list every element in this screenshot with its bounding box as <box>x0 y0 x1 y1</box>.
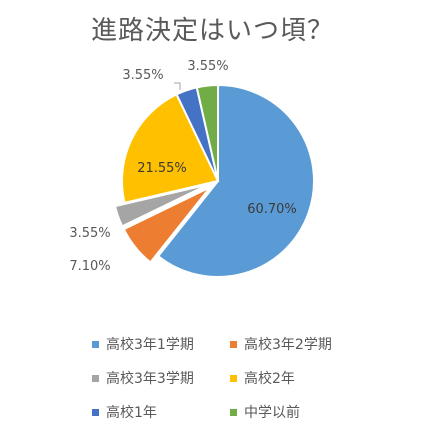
pie-slice-4 <box>121 93 220 205</box>
legend-swatch <box>230 374 237 382</box>
legend-swatch <box>92 408 99 416</box>
legend-label: 中学以前 <box>244 405 300 421</box>
data-label-6: 3.55% <box>187 59 228 74</box>
legend-item-3: 高校3年3学期 <box>92 368 194 388</box>
legend-label: 高校3年3学期 <box>106 371 194 387</box>
legend-item-4: 高校2年 <box>230 368 295 388</box>
pie-slice-2 <box>122 186 211 264</box>
leader-line <box>174 82 181 90</box>
pie-slice-3 <box>113 183 210 228</box>
data-label-2: 7.10% <box>69 259 110 274</box>
chart-title: 進路決定はいつ頃？ <box>90 16 334 46</box>
data-label-3: 3.55% <box>69 226 110 241</box>
legend-item-2: 高校3年2学期 <box>230 334 332 354</box>
legend-item-1: 高校3年1学期 <box>92 334 194 354</box>
legend-swatch <box>230 340 237 348</box>
legend-label: 高校2年 <box>244 371 295 387</box>
legend-swatch <box>92 340 99 348</box>
legend-label: 高校1年 <box>106 405 157 421</box>
pie-slice-6 <box>195 83 219 182</box>
legend-item-6: 中学以前 <box>230 402 300 422</box>
legend-label: 高校3年1学期 <box>106 337 194 353</box>
data-label-5: 3.55% <box>122 68 163 83</box>
pie-slice-1 <box>156 83 315 278</box>
data-label-1: 60.70% <box>247 202 297 217</box>
legend-swatch <box>92 374 99 382</box>
legend-item-5: 高校1年 <box>92 402 157 422</box>
legend-label: 高校3年2学期 <box>244 337 332 353</box>
legend-swatch <box>230 408 237 416</box>
data-label-4: 21.55% <box>137 161 187 176</box>
